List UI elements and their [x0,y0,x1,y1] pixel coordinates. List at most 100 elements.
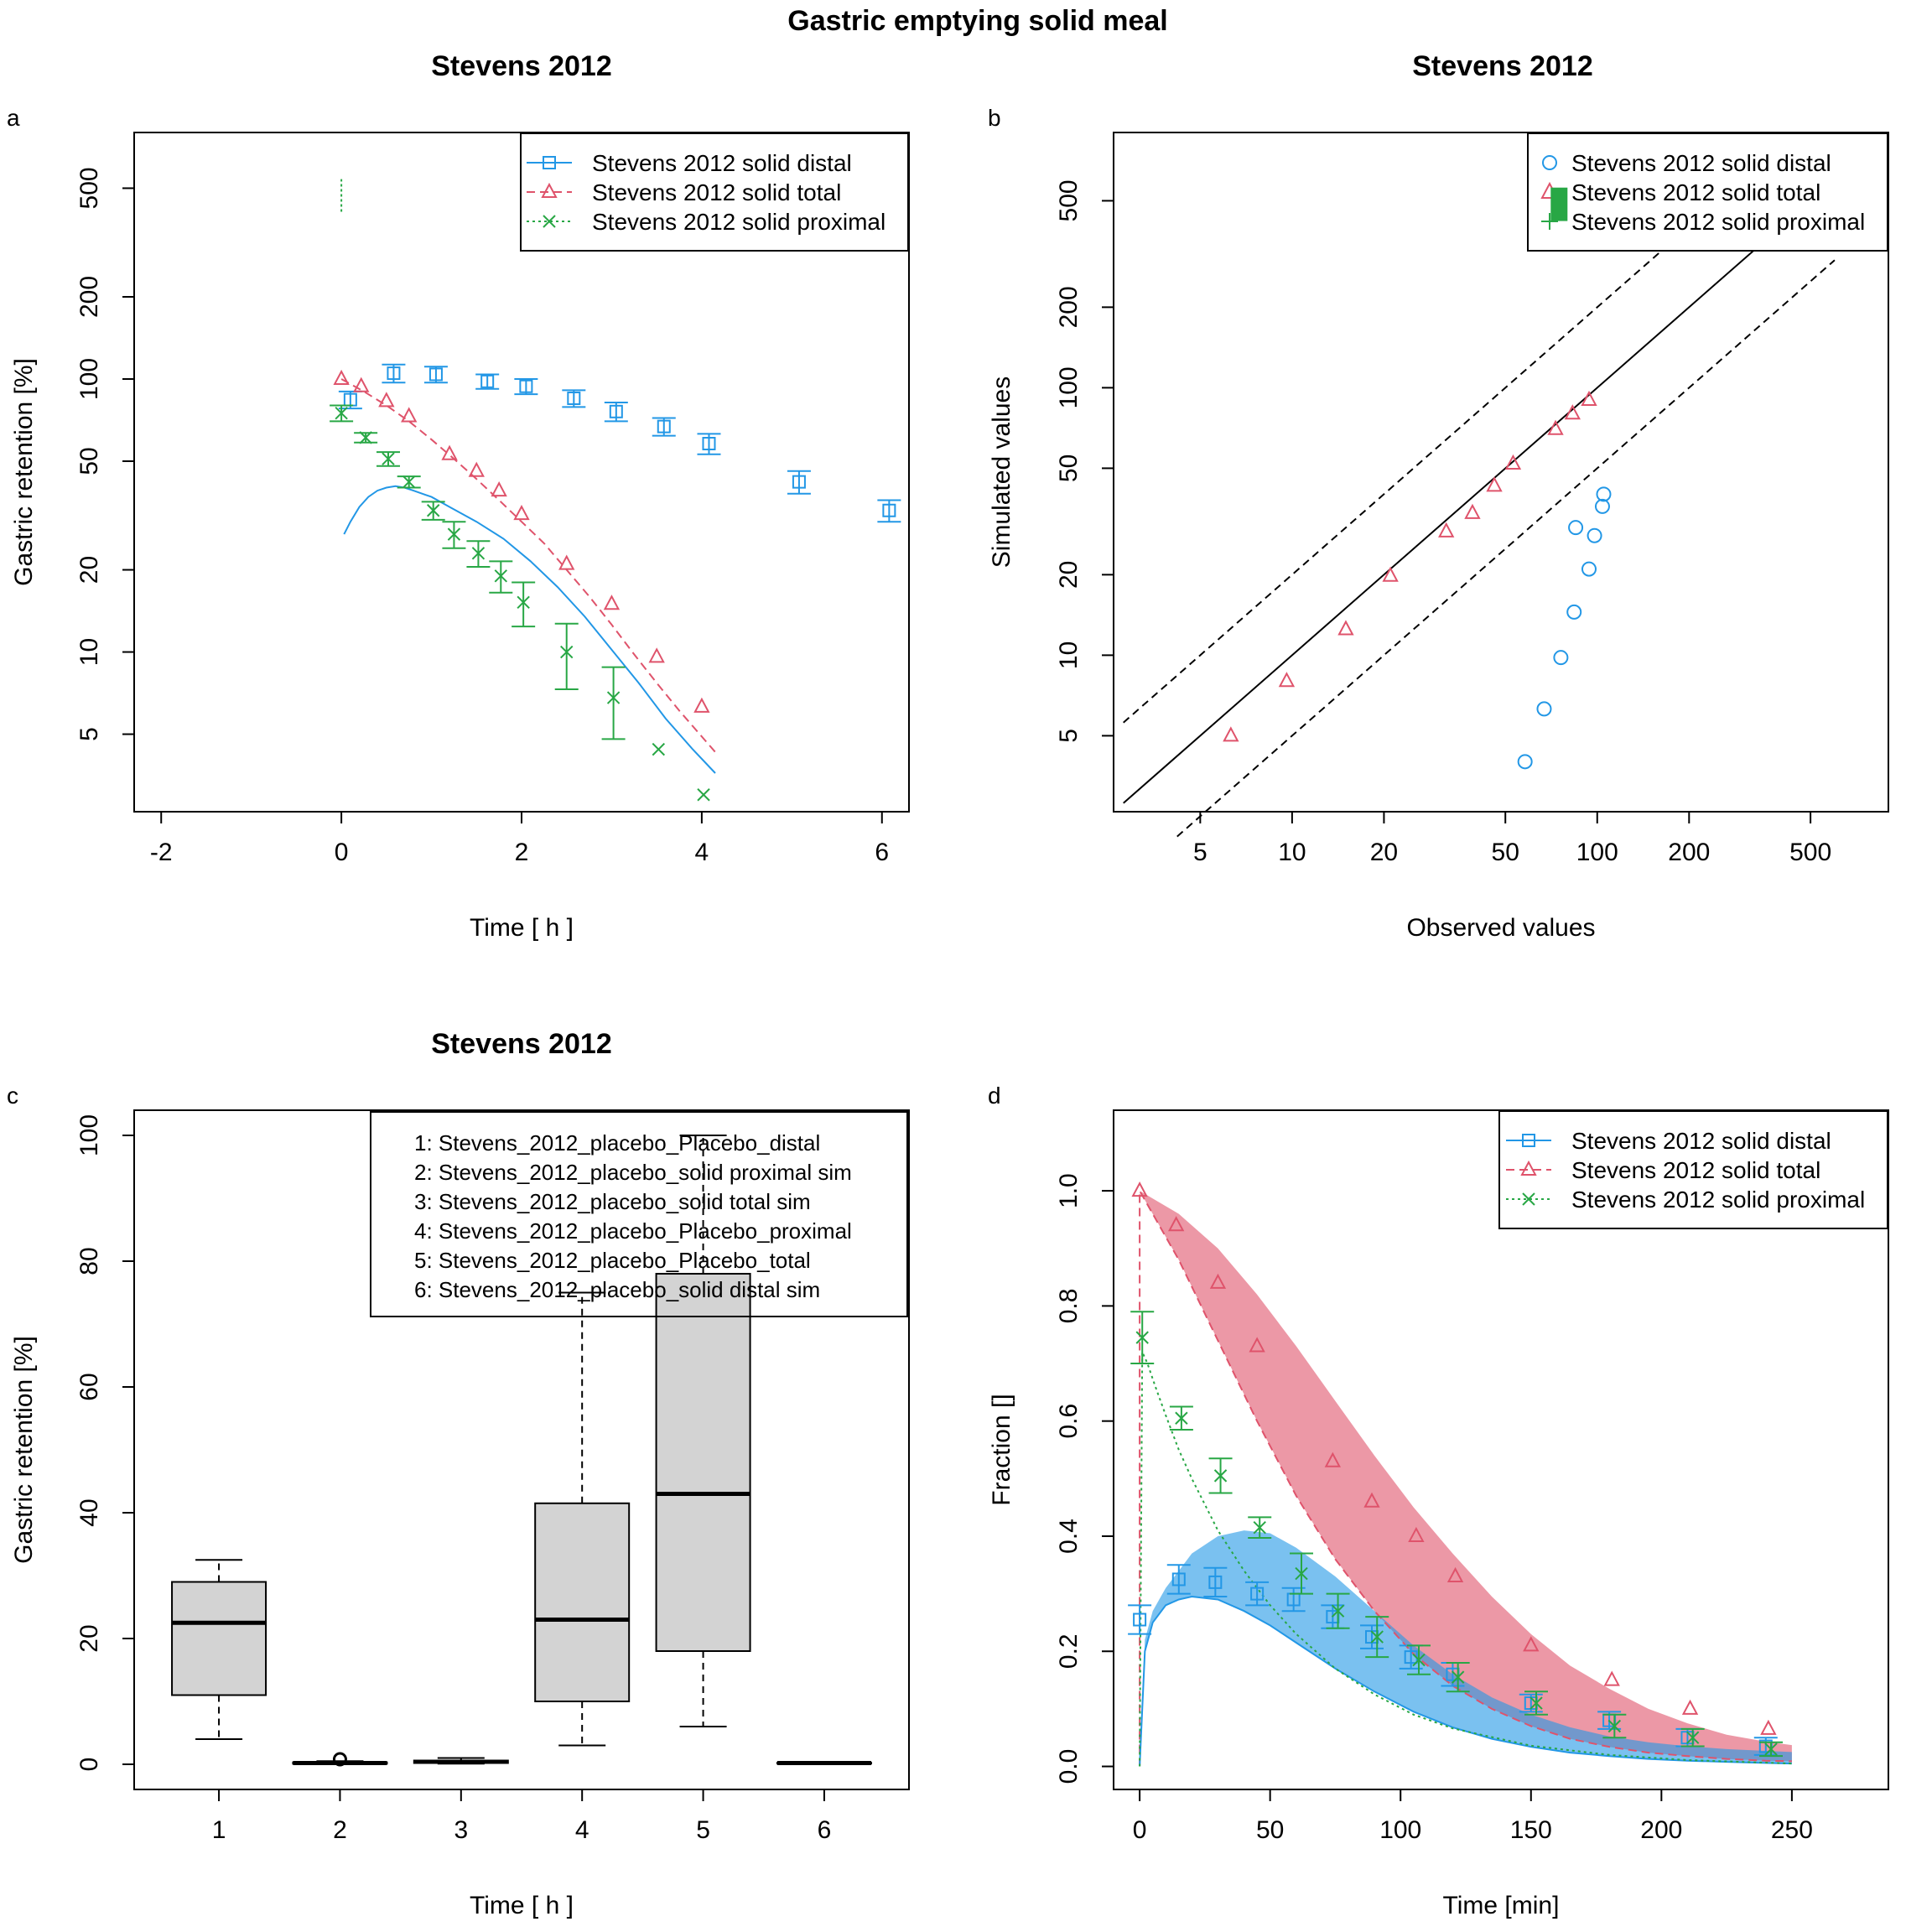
panel-c-x-axis-label: Time [ h ] [470,1892,574,1919]
a-proximal-point [560,645,574,659]
legend-c-item-5: 5: Stevens_2012_placebo_Placebo_total [414,1248,811,1273]
d-distal-errorbar [1360,1624,1384,1649]
panel-c-y-axis-label: Gastric retention [%] [10,1336,38,1564]
legend-c-item-3: 3: Stevens_2012_placebo_solid total sim [414,1189,811,1214]
legend-d-total-label: Stevens 2012 solid total [1571,1157,1820,1183]
a-x-tick-1-label: 0 [335,839,349,866]
d-proximal-point [1412,1653,1426,1667]
b-y-tick-1-label: 10 [1055,641,1083,669]
legend-b-distal-label: Stevens 2012 solid distal [1571,150,1831,176]
b-total-point [1486,476,1503,492]
a-y-tick-5-label: 200 [75,276,103,318]
a-proximal-errorbar [554,622,579,691]
legend-d-proximal-marker [1522,1192,1535,1206]
d-total-point [1131,1181,1148,1197]
a-y-tick-6-label: 500 [75,167,103,209]
a-proximal-point [402,475,416,489]
a-distal-point [387,366,401,381]
legend-d-total-marker [1520,1160,1537,1176]
legend-d-distal-label: Stevens 2012 solid distal [1571,1128,1831,1154]
b-total-point [1223,726,1239,742]
a-y-tick-2-label: 20 [75,556,103,584]
panel-b: b Stevens 2012 Observed values Simulated… [988,50,1889,942]
a-distal-errorbar [787,470,811,495]
b-x-tick-4-label: 100 [1576,839,1618,866]
legend-c-item-6: 6: Stevens_2012_placebo_solid distal sim [414,1277,820,1302]
d-total-point [1167,1216,1185,1232]
d-distal-point [1171,1572,1186,1587]
a-proximal-point [471,547,486,560]
legend-b-distal-marker [1542,155,1557,170]
d-distal-band [1140,1530,1792,1767]
a-total-point [558,554,575,570]
a-total-point [513,504,530,521]
d-proximal-point [1607,1719,1622,1733]
legend-a-total-marker [541,182,558,198]
a-distal-point [567,391,581,405]
c-box-4 [534,1502,631,1702]
panel-c: c Stevens 2012 1 2 3 4 5 6 0 20 40 60 80 100 Time … [7,1028,910,1919]
a-distal-point [792,475,806,489]
b-distal-point [1594,498,1610,514]
panel-a-legend-box [520,132,909,252]
c-y-tick-0-label: 0 [75,1758,103,1772]
a-total-point [648,647,665,663]
a-x-tick-2-label: 2 [515,839,529,866]
b-total-point [1564,404,1581,420]
d-proximal-sim-line [1139,1351,1792,1767]
d-distal-sim-line [1139,1595,1792,1767]
b-x-tick-2-label: 20 [1370,839,1398,866]
b-distal-point [1581,561,1597,577]
c-y-tick-5-label: 100 [75,1114,103,1156]
b-distal-point [1596,486,1612,502]
a-distal-errorbar [877,499,901,523]
d-y-tick-1-label: 0.2 [1055,1633,1083,1669]
legend-b-total-label: Stevens 2012 solid total [1571,179,1820,205]
legend-a-distal-label: Stevens 2012 solid distal [592,150,852,176]
legend-a-total-label: Stevens 2012 solid total [592,179,841,205]
a-distal-point [519,379,533,393]
b-total-point [1337,620,1354,636]
c-x-tick-2-label: 3 [454,1816,468,1844]
b-total-point [1278,672,1296,688]
d-proximal-point [1295,1566,1308,1581]
d-proximal-point [1135,1331,1149,1344]
a-total-point [353,377,370,392]
a-y-tick-1-label: 10 [75,638,103,666]
a-total-point [491,481,507,497]
panel-a-y-axis-label: Gastric retention [%] [10,358,38,586]
d-total-point [1681,1699,1699,1715]
panel-c-legend: 1: Stevens_2012_placebo_Placebo_distal 2… [370,1111,908,1317]
a-proximal-errorbar [512,581,536,628]
panel-b-title: Stevens 2012 [1412,50,1593,82]
b-total-point [1464,503,1481,519]
a-distal-point [882,503,896,517]
a-x-tick-3-label: 4 [695,839,709,866]
d-total-point [1523,1636,1540,1652]
a-proximal-point [447,527,461,541]
d-x-tick-0-label: 0 [1133,1816,1147,1844]
legend-a-distal-marker [543,156,556,169]
panel-b-x-axis-label: Observed values [1406,914,1595,942]
legend-a-proximal-label: Stevens 2012 solid proximal [592,209,886,235]
b-y-tick-3-label: 50 [1055,454,1083,482]
panel-c-label: c [7,1083,18,1109]
d-distal-point [1250,1587,1265,1601]
d-proximal-point [1175,1411,1188,1425]
d-total-point [1446,1566,1464,1583]
b-distal-point [1568,520,1584,536]
panel-d: d Time [min] Fraction [] 0 50 100 150 200 250… [988,1083,1889,1919]
d-proximal-point [1331,1604,1345,1618]
d-x-tick-2-label: 100 [1379,1816,1421,1844]
c-box-1 [171,1581,267,1696]
b-y-tick-5-label: 200 [1055,286,1083,328]
a-proximal-errorbar [601,666,626,740]
a-proximal-point [382,452,395,465]
b-x-tick-0-label: 5 [1193,839,1208,866]
c-y-tick-1-label: 20 [75,1624,103,1652]
panel-b-legend: Stevens 2012 solid distal Stevens 2012 s… [1527,132,1888,252]
a-total-point [401,407,418,423]
d-total-point [1324,1452,1342,1467]
panel-d-x-axis-label: Time [min] [1443,1892,1560,1919]
b-total-point [1438,522,1455,538]
